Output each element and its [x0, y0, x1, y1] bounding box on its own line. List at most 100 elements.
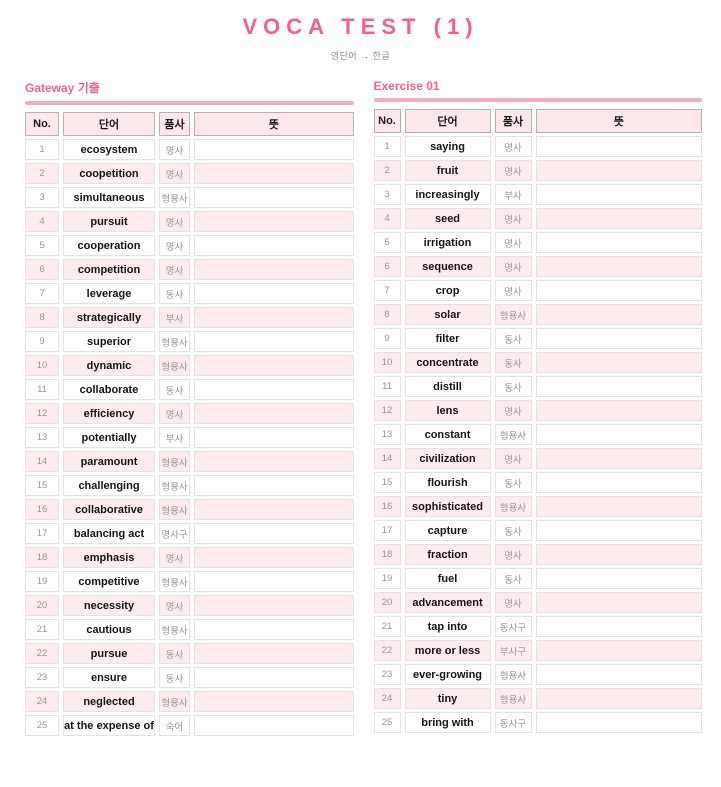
pos-cell: 명사 [159, 235, 190, 256]
meaning-cell [194, 691, 354, 712]
pos-cell: 형용사 [159, 475, 190, 496]
meaning-cell [194, 427, 354, 448]
pos-cell: 형용사 [494, 664, 532, 685]
row-number: 18 [25, 547, 59, 568]
pos-cell: 형용사 [159, 187, 190, 208]
row-number: 17 [373, 520, 401, 541]
table-row: 12 efficiency 명사 [25, 403, 354, 424]
table-row: 10 dynamic 형용사 [25, 355, 354, 376]
meaning-cell [535, 688, 702, 709]
word-cell: collaborate [63, 379, 155, 400]
meaning-cell [194, 307, 354, 328]
column-header-1: 단어 [63, 112, 155, 136]
page-subtitle: 영단어 → 한글 [330, 51, 391, 61]
word-cell: collaborative [63, 499, 155, 520]
pos-cell: 명사 [159, 211, 190, 232]
meaning-cell [535, 568, 702, 589]
meaning-cell [535, 520, 702, 541]
table-row: 25 at the expense of 숙어 [25, 715, 354, 736]
row-number: 23 [25, 667, 59, 688]
word-cell: seed [404, 208, 491, 229]
word-cell: dynamic [63, 355, 155, 376]
row-number: 24 [373, 688, 401, 709]
word-cell: saying [404, 136, 491, 157]
word-cell: ecosystem [63, 139, 155, 160]
pos-cell: 형용사 [159, 571, 190, 592]
word-cell: ever-growing [404, 664, 491, 685]
pos-cell: 형용사 [159, 451, 190, 472]
pos-cell: 형용사 [159, 619, 190, 640]
meaning-cell [535, 664, 702, 685]
meaning-cell [535, 352, 702, 373]
row-number: 3 [25, 187, 59, 208]
meaning-cell [194, 667, 354, 688]
table-row: 3 simultaneous 형용사 [25, 187, 354, 208]
row-number: 18 [373, 544, 401, 565]
meaning-cell [535, 472, 702, 493]
word-cell: capture [404, 520, 491, 541]
row-number: 20 [373, 592, 401, 613]
word-cell: potentially [63, 427, 155, 448]
word-cell: efficiency [63, 403, 155, 424]
vocab-table-gateway: No. 단어 품사 뜻 1 ecosystem 명사 2 coopetition 명사 3 simul… [25, 112, 354, 736]
table-row: 8 solar 형용사 [373, 304, 702, 325]
word-cell: competition [63, 259, 155, 280]
table-row: 21 tap into 동사구 [373, 616, 702, 637]
table-row: 15 flourish 동사 [373, 472, 702, 493]
word-cell: strategically [63, 307, 155, 328]
pos-cell: 동사 [159, 643, 190, 664]
meaning-cell [194, 139, 354, 160]
pos-cell: 명사구 [159, 523, 190, 544]
pos-cell: 명사 [494, 448, 532, 469]
meaning-cell [535, 592, 702, 613]
section-title-exercise: Exercise 01 [373, 79, 440, 93]
table-row: 2 coopetition 명사 [25, 163, 354, 184]
table-header-row: No. 단어 품사 뜻 [373, 109, 702, 133]
pos-cell: 명사 [494, 136, 532, 157]
row-number: 3 [373, 184, 401, 205]
meaning-cell [535, 208, 702, 229]
meaning-cell [535, 184, 702, 205]
meaning-cell [194, 523, 354, 544]
table-row: 18 emphasis 명사 [25, 547, 354, 568]
row-number: 17 [25, 523, 59, 544]
row-number: 11 [373, 376, 401, 397]
meaning-cell [194, 643, 354, 664]
section-exercise-01: Exercise 01 No. 단어 품사 뜻 1 saying 명사 2 fruit 명사 3 in… [373, 79, 702, 736]
word-cell: emphasis [63, 547, 155, 568]
table-row: 21 cautious 형용사 [25, 619, 354, 640]
pos-cell: 동사 [494, 352, 532, 373]
table-row: 6 sequence 명사 [373, 256, 702, 277]
row-number: 24 [25, 691, 59, 712]
page-title: VOCA TEST (1) [242, 14, 479, 39]
meaning-cell [535, 256, 702, 277]
row-number: 23 [373, 664, 401, 685]
row-number: 6 [25, 259, 59, 280]
table-row: 24 neglected 형용사 [25, 691, 354, 712]
word-cell: advancement [404, 592, 491, 613]
row-number: 16 [25, 499, 59, 520]
row-number: 22 [25, 643, 59, 664]
pos-cell: 형용사 [159, 331, 190, 352]
pos-cell: 명사 [494, 256, 532, 277]
row-number: 4 [25, 211, 59, 232]
word-cell: balancing act [63, 523, 155, 544]
word-cell: fruit [404, 160, 491, 181]
word-cell: civilization [404, 448, 491, 469]
pos-cell: 동사 [494, 472, 532, 493]
row-number: 2 [373, 160, 401, 181]
meaning-cell [194, 403, 354, 424]
meaning-cell [535, 640, 702, 661]
meaning-cell [535, 448, 702, 469]
column-header-3: 뜻 [194, 112, 354, 136]
word-cell: tap into [404, 616, 491, 637]
row-number: 20 [25, 595, 59, 616]
table-row: 4 seed 명사 [373, 208, 702, 229]
table-row: 14 civilization 명사 [373, 448, 702, 469]
pos-cell: 동사 [159, 283, 190, 304]
row-number: 6 [373, 256, 401, 277]
meaning-cell [194, 451, 354, 472]
row-number: 15 [25, 475, 59, 496]
table-row: 15 challenging 형용사 [25, 475, 354, 496]
